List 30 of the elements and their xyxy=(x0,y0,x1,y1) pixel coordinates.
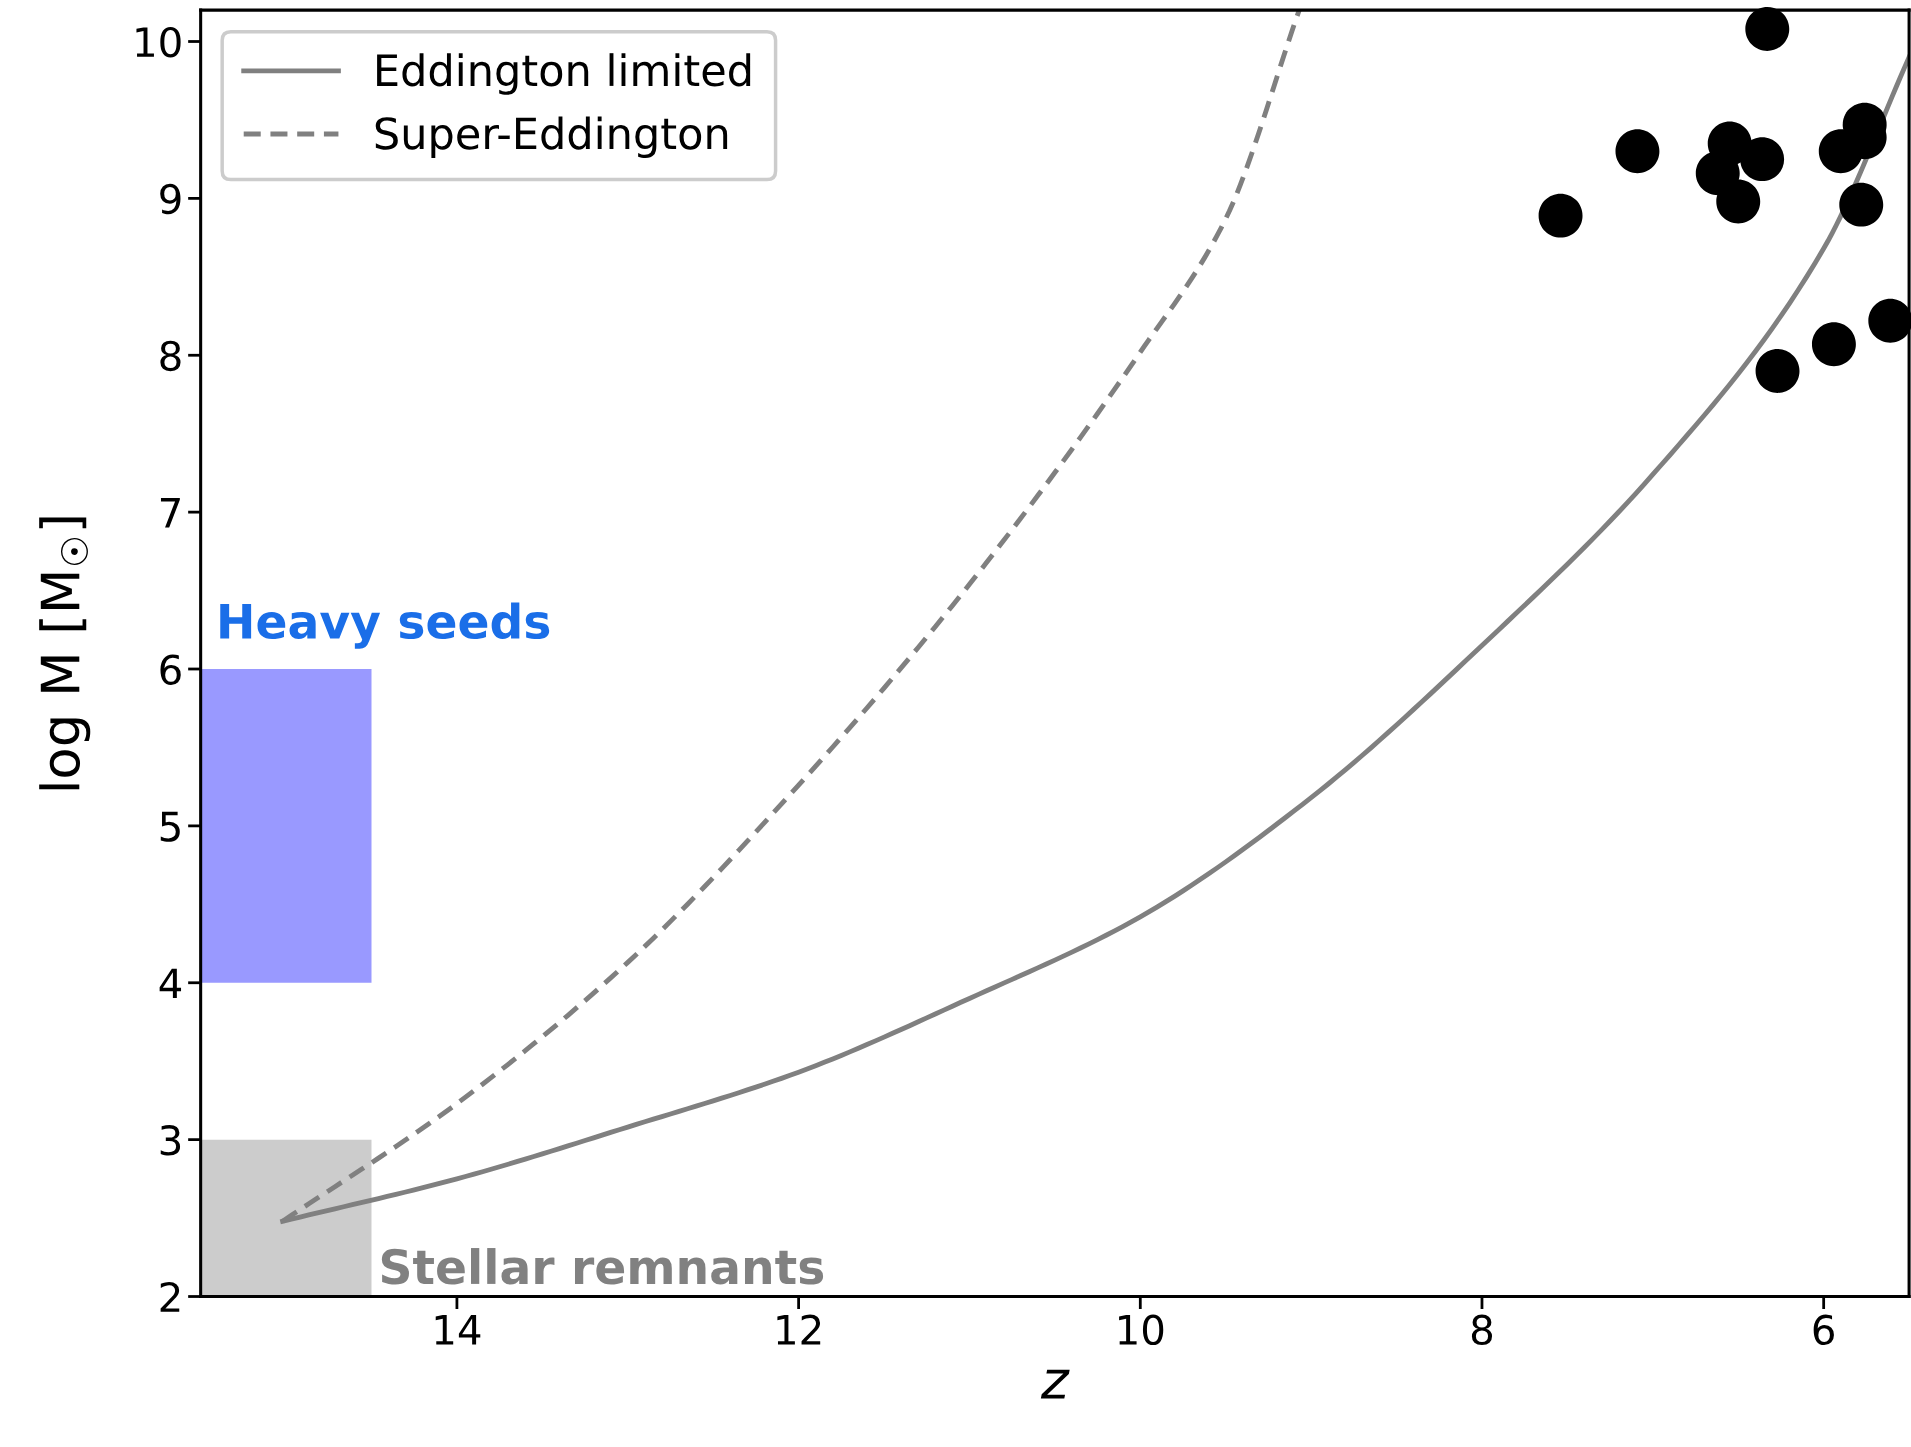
x-tick-label: 14 xyxy=(435,1315,481,1345)
x-tick-label: 6 xyxy=(1813,1314,1834,1346)
annotation: Stellar remnants xyxy=(381,1248,824,1285)
annotation: Heavy seeds xyxy=(220,602,550,649)
y-tick-label: 9 xyxy=(160,183,181,215)
point xyxy=(1716,179,1761,224)
y-tick-label: 5 xyxy=(160,811,180,842)
x-axis-title: z xyxy=(1040,1369,1070,1399)
point xyxy=(1839,182,1884,227)
x-tick-label: 10 xyxy=(1119,1314,1164,1346)
y-tick-label: 7 xyxy=(160,498,180,528)
y-tick-label: 2 xyxy=(160,1281,180,1312)
point xyxy=(1868,298,1911,343)
point xyxy=(1755,348,1800,393)
y-tick-label: 4 xyxy=(159,968,182,999)
point xyxy=(1538,193,1583,238)
legend-label: Eddington limited xyxy=(377,53,751,95)
x-tick-label: 12 xyxy=(777,1314,821,1345)
y-tick-label: 6 xyxy=(160,654,181,685)
point xyxy=(1811,322,1856,367)
y-tick-label: 3 xyxy=(160,1125,181,1156)
legend-label: Super-Eddington xyxy=(375,116,728,159)
point xyxy=(1818,129,1863,174)
point xyxy=(1745,6,1790,51)
y-tick-label: 10 xyxy=(136,26,181,58)
point xyxy=(1740,137,1785,182)
point xyxy=(1615,129,1660,174)
y-axis-title: log M [M$_{☉}$] xyxy=(39,517,91,790)
y-tick-label: 8 xyxy=(160,340,181,372)
x-tick-label: 8 xyxy=(1471,1314,1493,1346)
